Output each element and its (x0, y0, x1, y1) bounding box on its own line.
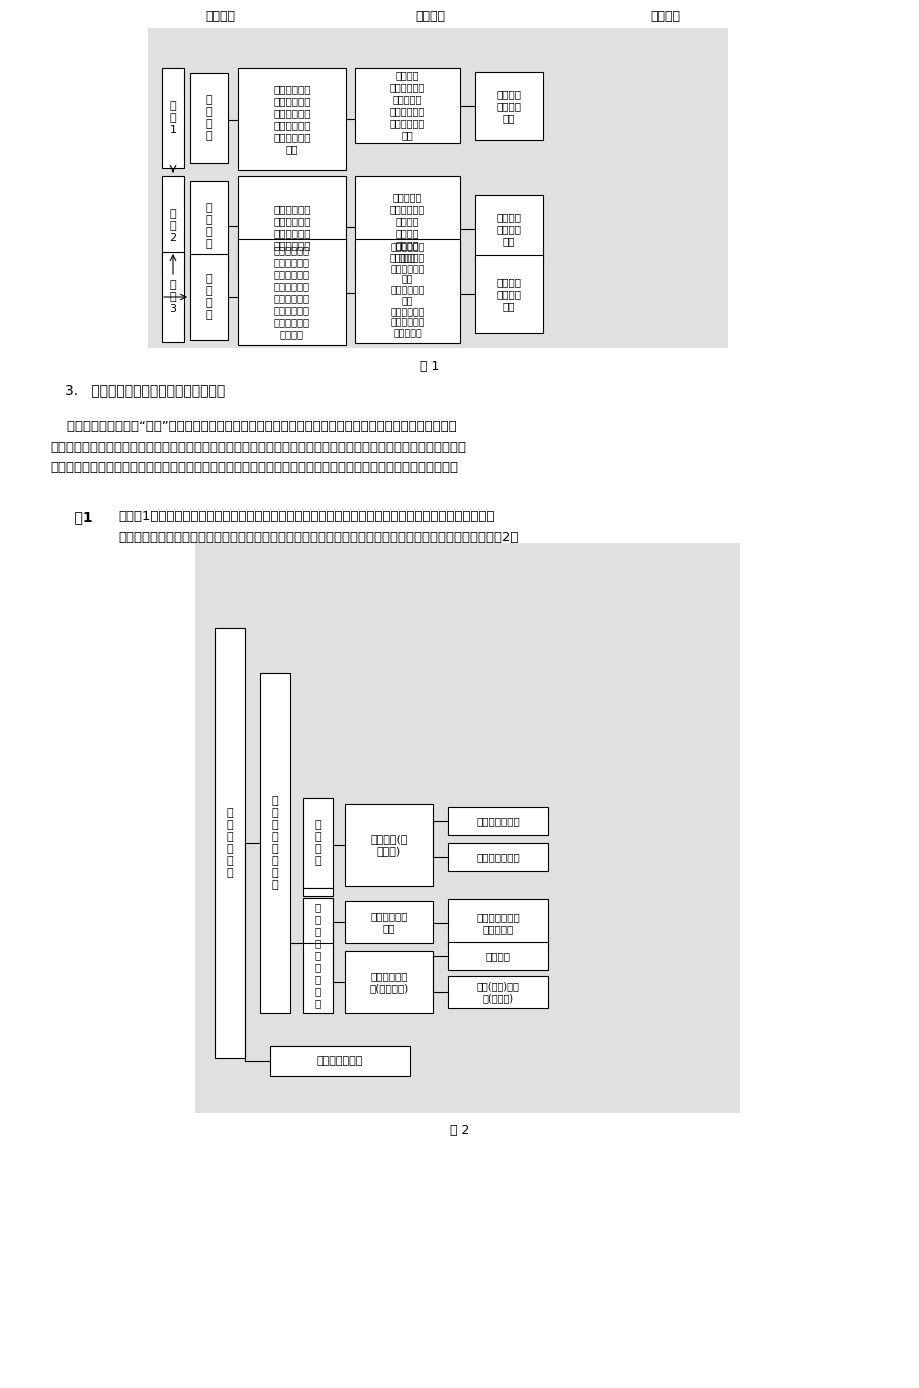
Bar (195, 543, 739, 1113)
Text: 以人类活动为
核心，分析人
类活动与地理
环境的关系。: 以人类活动为 核心，分析人 类活动与地理 环境的关系。 (273, 204, 311, 250)
Bar (355, 68, 460, 143)
Text: 地
理
3: 地 理 3 (169, 280, 176, 314)
Bar (190, 254, 228, 340)
Text: 善地之规
建设美好
家园: 善地之规 建设美好 家园 (496, 89, 521, 124)
Text: 地
理
2: 地 理 2 (169, 210, 176, 243)
Bar (190, 74, 228, 162)
Bar (474, 255, 542, 333)
Text: 因地制宜
促进区域
发展: 因地制宜 促进区域 发展 (496, 278, 521, 311)
Text: 例1: 例1 (55, 509, 93, 525)
Bar (448, 942, 548, 970)
Text: 3.   教材内容要有比较清晰的逻辑结构。: 3. 教材内容要有比较清晰的逻辑结构。 (65, 383, 225, 397)
Bar (345, 804, 433, 886)
Text: 基
本
过
程: 基 本 过 程 (314, 820, 321, 866)
Text: 低压(气旋)与高
压(反气旋): 低压(气旋)与高 压(反气旋) (476, 981, 519, 1004)
Text: 热力环流(案
例分析): 热力环流(案 例分析) (369, 834, 407, 856)
Bar (269, 1047, 410, 1076)
Bar (448, 806, 548, 836)
Bar (302, 798, 333, 888)
Text: 行星地球
地球上的大气
地球上的水
地表形态的塑
造整体性与差
异性: 行星地球 地球上的大气 地球上的水 地表形态的塑 造整体性与差 异性 (390, 71, 425, 140)
Bar (148, 28, 727, 348)
Text: 《地理1》中的第二章《地球上的大气》，主要围绕大气运动来组织教学内容，因此大气、大气运动、天气
系统等成为本章的核心概念，大气环流和天气过程成为本章要阐述的基本: 《地理1》中的第二章《地球上的大气》，主要围绕大气运动来组织教学内容，因此大气、… (118, 509, 518, 544)
Bar (215, 627, 244, 1058)
Bar (238, 176, 346, 278)
Text: 以地为生
协调人地
关系: 以地为生 协调人地 关系 (496, 212, 521, 246)
Bar (162, 253, 184, 341)
Bar (448, 976, 548, 1008)
Text: 人口的变化
城市与城市化
农业地域
工业地域
交通运输
人地协调发展: 人口的变化 城市与城市化 农业地域 工业地域 交通运输 人地协调发展 (390, 192, 425, 262)
Text: 学科背景: 学科背景 (205, 10, 234, 22)
Text: 气压带和风带的
形成与分布: 气压带和风带的 形成与分布 (476, 912, 519, 934)
Bar (345, 951, 433, 1013)
Bar (474, 72, 542, 140)
Text: 图 2: 图 2 (449, 1123, 470, 1137)
Bar (345, 901, 433, 942)
Text: 大气的受热过程: 大气的受热过程 (476, 816, 519, 826)
Bar (355, 239, 460, 343)
Text: 以区域发展中
面临的问题为
核心，探究问
题发生的原因
过程、结果和
对策，体现区
域可持续发展
的思想。: 以区域发展中 面临的问题为 核心，探究问 题发生的原因 过程、结果和 对策，体现… (274, 246, 310, 339)
Bar (302, 888, 333, 897)
Text: 人
文
地
理: 人 文 地 理 (206, 203, 212, 248)
Bar (260, 673, 289, 1013)
Text: 区
域
地
理: 区 域 地 理 (206, 273, 212, 321)
Text: 地
球
上
大
气
的
运
动: 地 球 上 大 气 的 运 动 (271, 795, 278, 890)
Text: 全球性的大气
环流: 全球性的大气 环流 (369, 911, 407, 933)
Bar (162, 68, 184, 168)
Bar (302, 898, 333, 1013)
Text: 锋和锋面: 锋和锋面 (485, 951, 510, 960)
Text: 图 1: 图 1 (420, 359, 439, 372)
Bar (448, 843, 548, 872)
Bar (190, 180, 228, 271)
Bar (238, 239, 346, 346)
Bar (448, 899, 548, 947)
Text: 以组成地理环
境各要素的运
动为核心，揭
示基本的自然
地理过程和规
律。: 以组成地理环 境各要素的运 动为核心，揭 示基本的自然 地理过程和规 律。 (273, 85, 311, 154)
Text: 教材编写始终把落实“双基”作为重要任务来完成。教材力求适度地呈现地理学科的逻辑结构，精当地分析基本
的地理过程和规律。于是，在教材编写的时候，首先要按照《高中课: 教材编写始终把落实“双基”作为重要任务来完成。教材力求适度地呈现地理学科的逻辑结… (50, 421, 466, 473)
Text: 地
理
1: 地 理 1 (169, 101, 176, 135)
Bar (162, 176, 184, 276)
Text: 内容结构: 内容结构 (414, 10, 445, 22)
Bar (355, 176, 460, 278)
Text: 全球气候的变化: 全球气候的变化 (316, 1056, 363, 1066)
Bar (474, 194, 542, 262)
Text: 地
球
上
的
大
气: 地 球 上 的 大 气 (226, 808, 233, 879)
Text: 地理环境与区
域发展
区域生态环境
建设
区域资源开发
利用
区域经济发展
区际联系与区
域协调发展: 地理环境与区 域发展 区域生态环境 建设 区域资源开发 利用 区域经济发展 区际… (390, 243, 425, 339)
Text: 自
然
地
理: 自 然 地 理 (206, 94, 212, 142)
Text: 不
同
尺
度
的
大
气
运
动: 不 同 尺 度 的 大 气 运 动 (314, 902, 321, 1009)
Text: 常见的天气系
统(局地尺度): 常见的天气系 统(局地尺度) (369, 972, 408, 992)
Bar (238, 68, 346, 169)
Text: 价值追求: 价值追求 (650, 10, 679, 22)
Text: 环流的形成过程: 环流的形成过程 (476, 852, 519, 862)
